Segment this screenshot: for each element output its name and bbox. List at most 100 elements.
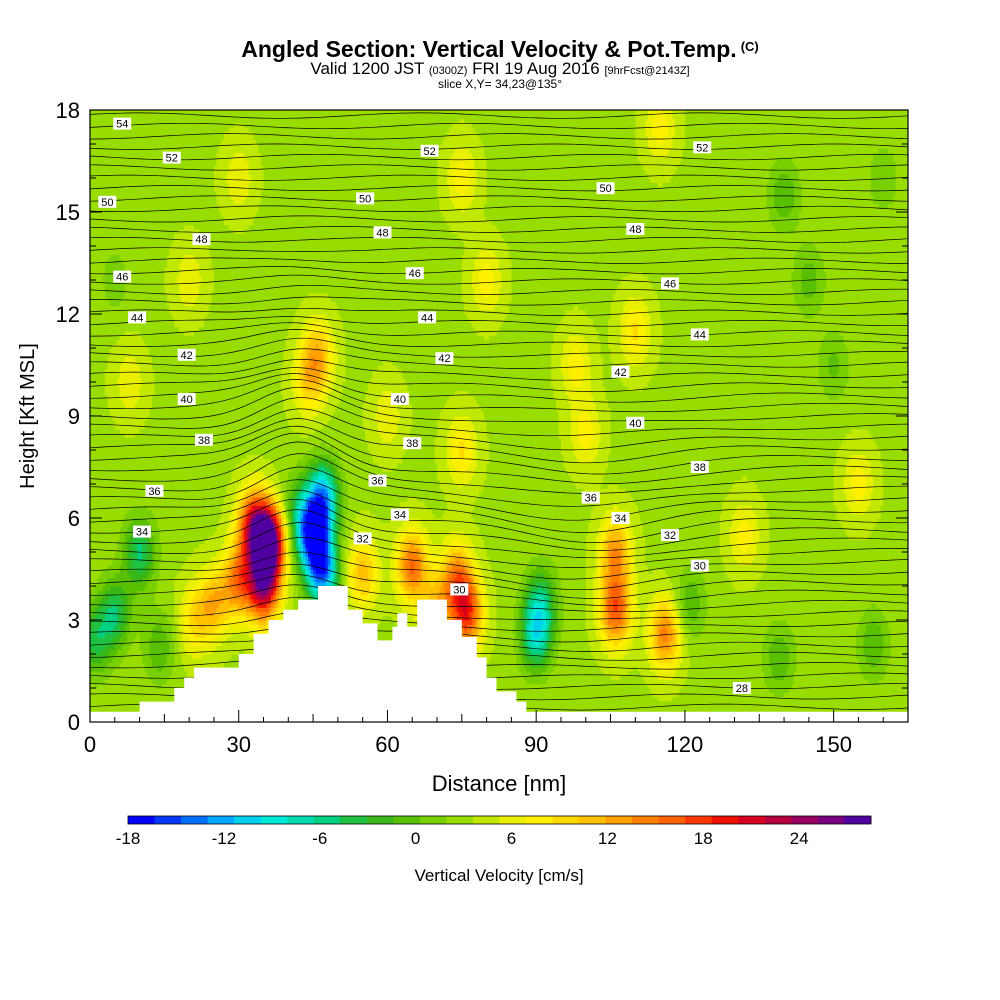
field-cell: [90, 250, 170, 256]
field-cell: [548, 569, 560, 574]
field-cell: [122, 645, 131, 651]
field-cell: [228, 598, 242, 604]
field-cell: [645, 169, 676, 175]
field-cell: [521, 594, 525, 600]
field-cell: [645, 679, 686, 685]
field-cell: [137, 399, 153, 404]
field-cell: [451, 445, 460, 451]
field-cell: [330, 484, 334, 489]
field-cell: [759, 530, 770, 536]
field-cell: [238, 603, 250, 608]
field-cell: [325, 488, 329, 494]
field-cell: [92, 624, 101, 630]
field-cell: [300, 509, 304, 515]
field-cell: [687, 611, 698, 617]
field-cell: [821, 339, 845, 345]
field-cell: [409, 577, 418, 583]
field-cell: [466, 624, 473, 630]
field-cell: [650, 280, 793, 285]
field-cell: [593, 607, 599, 613]
field-cell: [563, 373, 572, 379]
field-cell: [347, 479, 441, 485]
field-cell: [90, 475, 232, 481]
field-cell: [288, 505, 292, 511]
field-cell: [164, 275, 178, 281]
field-cell: [677, 658, 684, 664]
field-cell: [184, 590, 190, 596]
field-cell: [414, 586, 441, 591]
field-cell: [451, 450, 460, 455]
field-cell: [632, 666, 639, 672]
field-cell: [449, 186, 458, 192]
field-cell: [169, 645, 175, 651]
field-cell: [521, 590, 527, 596]
field-cell: [551, 624, 555, 630]
field-cell: [647, 624, 654, 630]
field-cell: [444, 594, 448, 600]
field-cell: [598, 590, 602, 596]
field-cell: [305, 581, 309, 587]
field-cell: [402, 586, 406, 591]
field-cell: [632, 581, 639, 587]
field-cell: [238, 577, 245, 583]
field-cell: [471, 275, 480, 281]
field-cell: [305, 462, 312, 468]
field-cell: [511, 297, 614, 302]
field-cell: [620, 314, 629, 319]
field-cell: [595, 407, 612, 413]
field-cell: [280, 598, 284, 604]
field-cell: [270, 586, 275, 591]
field-cell: [684, 615, 691, 621]
field-cell: [481, 590, 485, 596]
field-cell: [305, 564, 309, 570]
field-cell: [273, 577, 277, 583]
field-cell: [833, 479, 845, 485]
field-cell: [278, 590, 282, 596]
field-cell: [204, 581, 213, 587]
field-cell: [243, 199, 262, 205]
field-cell: [318, 343, 324, 349]
field-cell: [325, 552, 329, 557]
field-cell: [171, 628, 178, 634]
field-cell: [392, 390, 411, 396]
field-cell: [489, 458, 565, 464]
field-cell: [275, 581, 279, 587]
field-cell: [883, 645, 892, 651]
field-cell: [610, 577, 622, 583]
field-cell: [422, 569, 428, 574]
field-cell: [392, 581, 398, 587]
field-cell: [402, 573, 406, 579]
field-cell: [332, 552, 336, 557]
field-cell: [283, 564, 287, 570]
field-cell: [610, 314, 622, 319]
field-cell: [821, 343, 847, 349]
field-cell: [268, 581, 272, 587]
field-cell: [335, 339, 346, 345]
field-cell: [295, 373, 299, 379]
field-cell: [846, 496, 857, 502]
field-cell: [236, 560, 242, 566]
field-cell: [471, 445, 478, 451]
field-cell: [560, 369, 570, 375]
field-cell: [94, 683, 99, 689]
field-cell: [196, 569, 210, 574]
field-cell: [335, 556, 339, 562]
field-cell: [161, 666, 173, 672]
field-cell: [476, 254, 498, 260]
field-cell: [295, 492, 299, 498]
field-cell: [273, 564, 277, 570]
field-cell: [176, 637, 183, 642]
field-cell: [280, 513, 284, 519]
field-cell: [204, 607, 218, 613]
field-cell: [90, 178, 215, 183]
field-cell: [251, 620, 260, 625]
field-cell: [516, 662, 525, 668]
field-cell: [551, 603, 555, 608]
field-cell: [298, 539, 302, 545]
field-cell: [243, 526, 247, 532]
field-cell: [444, 598, 451, 604]
field-cell: [347, 505, 398, 511]
field-cell: [243, 530, 247, 536]
field-cell: [486, 581, 495, 587]
field-cell: [484, 152, 639, 158]
